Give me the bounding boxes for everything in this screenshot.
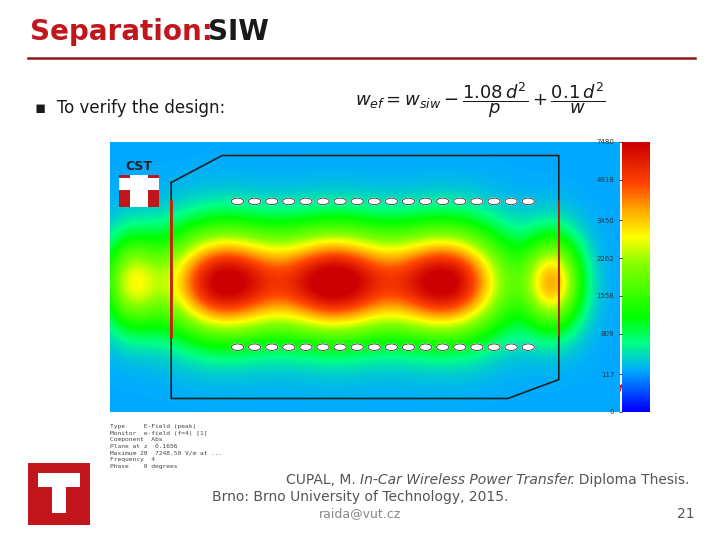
Circle shape — [436, 344, 449, 350]
Bar — [110, 142, 620, 412]
Bar — [38, 473, 80, 487]
Text: $w_{ef} = w_{siw} - \dfrac{1.08\,d^2}{p} + \dfrac{0.1\,d^2}{w}$: $w_{ef} = w_{siw} - \dfrac{1.08\,d^2}{p}… — [355, 80, 606, 120]
Circle shape — [368, 198, 380, 205]
Bar — [119, 178, 159, 190]
Text: 21: 21 — [678, 507, 695, 521]
Circle shape — [351, 198, 364, 205]
Circle shape — [300, 344, 312, 350]
Circle shape — [505, 344, 517, 350]
Circle shape — [385, 344, 397, 350]
Circle shape — [283, 198, 295, 205]
Bar — [52, 473, 66, 513]
Circle shape — [283, 344, 295, 350]
Circle shape — [488, 344, 500, 350]
Bar — [28, 463, 90, 525]
Circle shape — [420, 344, 432, 350]
Text: SIW: SIW — [208, 18, 269, 46]
Circle shape — [317, 198, 329, 205]
Circle shape — [454, 344, 466, 350]
Circle shape — [522, 198, 534, 205]
Text: In-Car Wireless Power Transfer: In-Car Wireless Power Transfer — [360, 473, 573, 487]
Text: Separation:: Separation: — [30, 18, 222, 46]
Circle shape — [385, 198, 397, 205]
Circle shape — [471, 198, 483, 205]
Text: raida@vut.cz: raida@vut.cz — [319, 508, 401, 521]
Circle shape — [334, 198, 346, 205]
Circle shape — [402, 344, 415, 350]
Text: CST: CST — [125, 160, 153, 173]
Circle shape — [248, 344, 261, 350]
Circle shape — [488, 198, 500, 205]
Circle shape — [231, 198, 243, 205]
Text: Brno: Brno University of Technology, 2015.: Brno: Brno University of Technology, 201… — [212, 490, 508, 504]
Circle shape — [266, 198, 278, 205]
Circle shape — [368, 344, 380, 350]
Bar — [119, 175, 159, 207]
Circle shape — [351, 344, 364, 350]
Text: CUPAL, M.: CUPAL, M. — [286, 473, 360, 487]
Circle shape — [248, 198, 261, 205]
Circle shape — [471, 344, 483, 350]
Circle shape — [522, 344, 534, 350]
Circle shape — [317, 344, 329, 350]
Circle shape — [420, 198, 432, 205]
Circle shape — [231, 344, 243, 350]
Text: ▪  To verify the design:: ▪ To verify the design: — [35, 99, 225, 117]
Bar — [130, 175, 148, 207]
Text: . Diploma Thesis.: . Diploma Thesis. — [570, 473, 689, 487]
Circle shape — [266, 344, 278, 350]
Circle shape — [505, 198, 517, 205]
Circle shape — [402, 198, 415, 205]
Circle shape — [334, 344, 346, 350]
Circle shape — [436, 198, 449, 205]
Text: Type     E-Field (peak)
Monitor  e-field (f=4) [1]
Component  Abs
Plane at z  0.: Type E-Field (peak) Monitor e-field (f=4… — [110, 424, 222, 469]
Circle shape — [300, 198, 312, 205]
Circle shape — [454, 198, 466, 205]
